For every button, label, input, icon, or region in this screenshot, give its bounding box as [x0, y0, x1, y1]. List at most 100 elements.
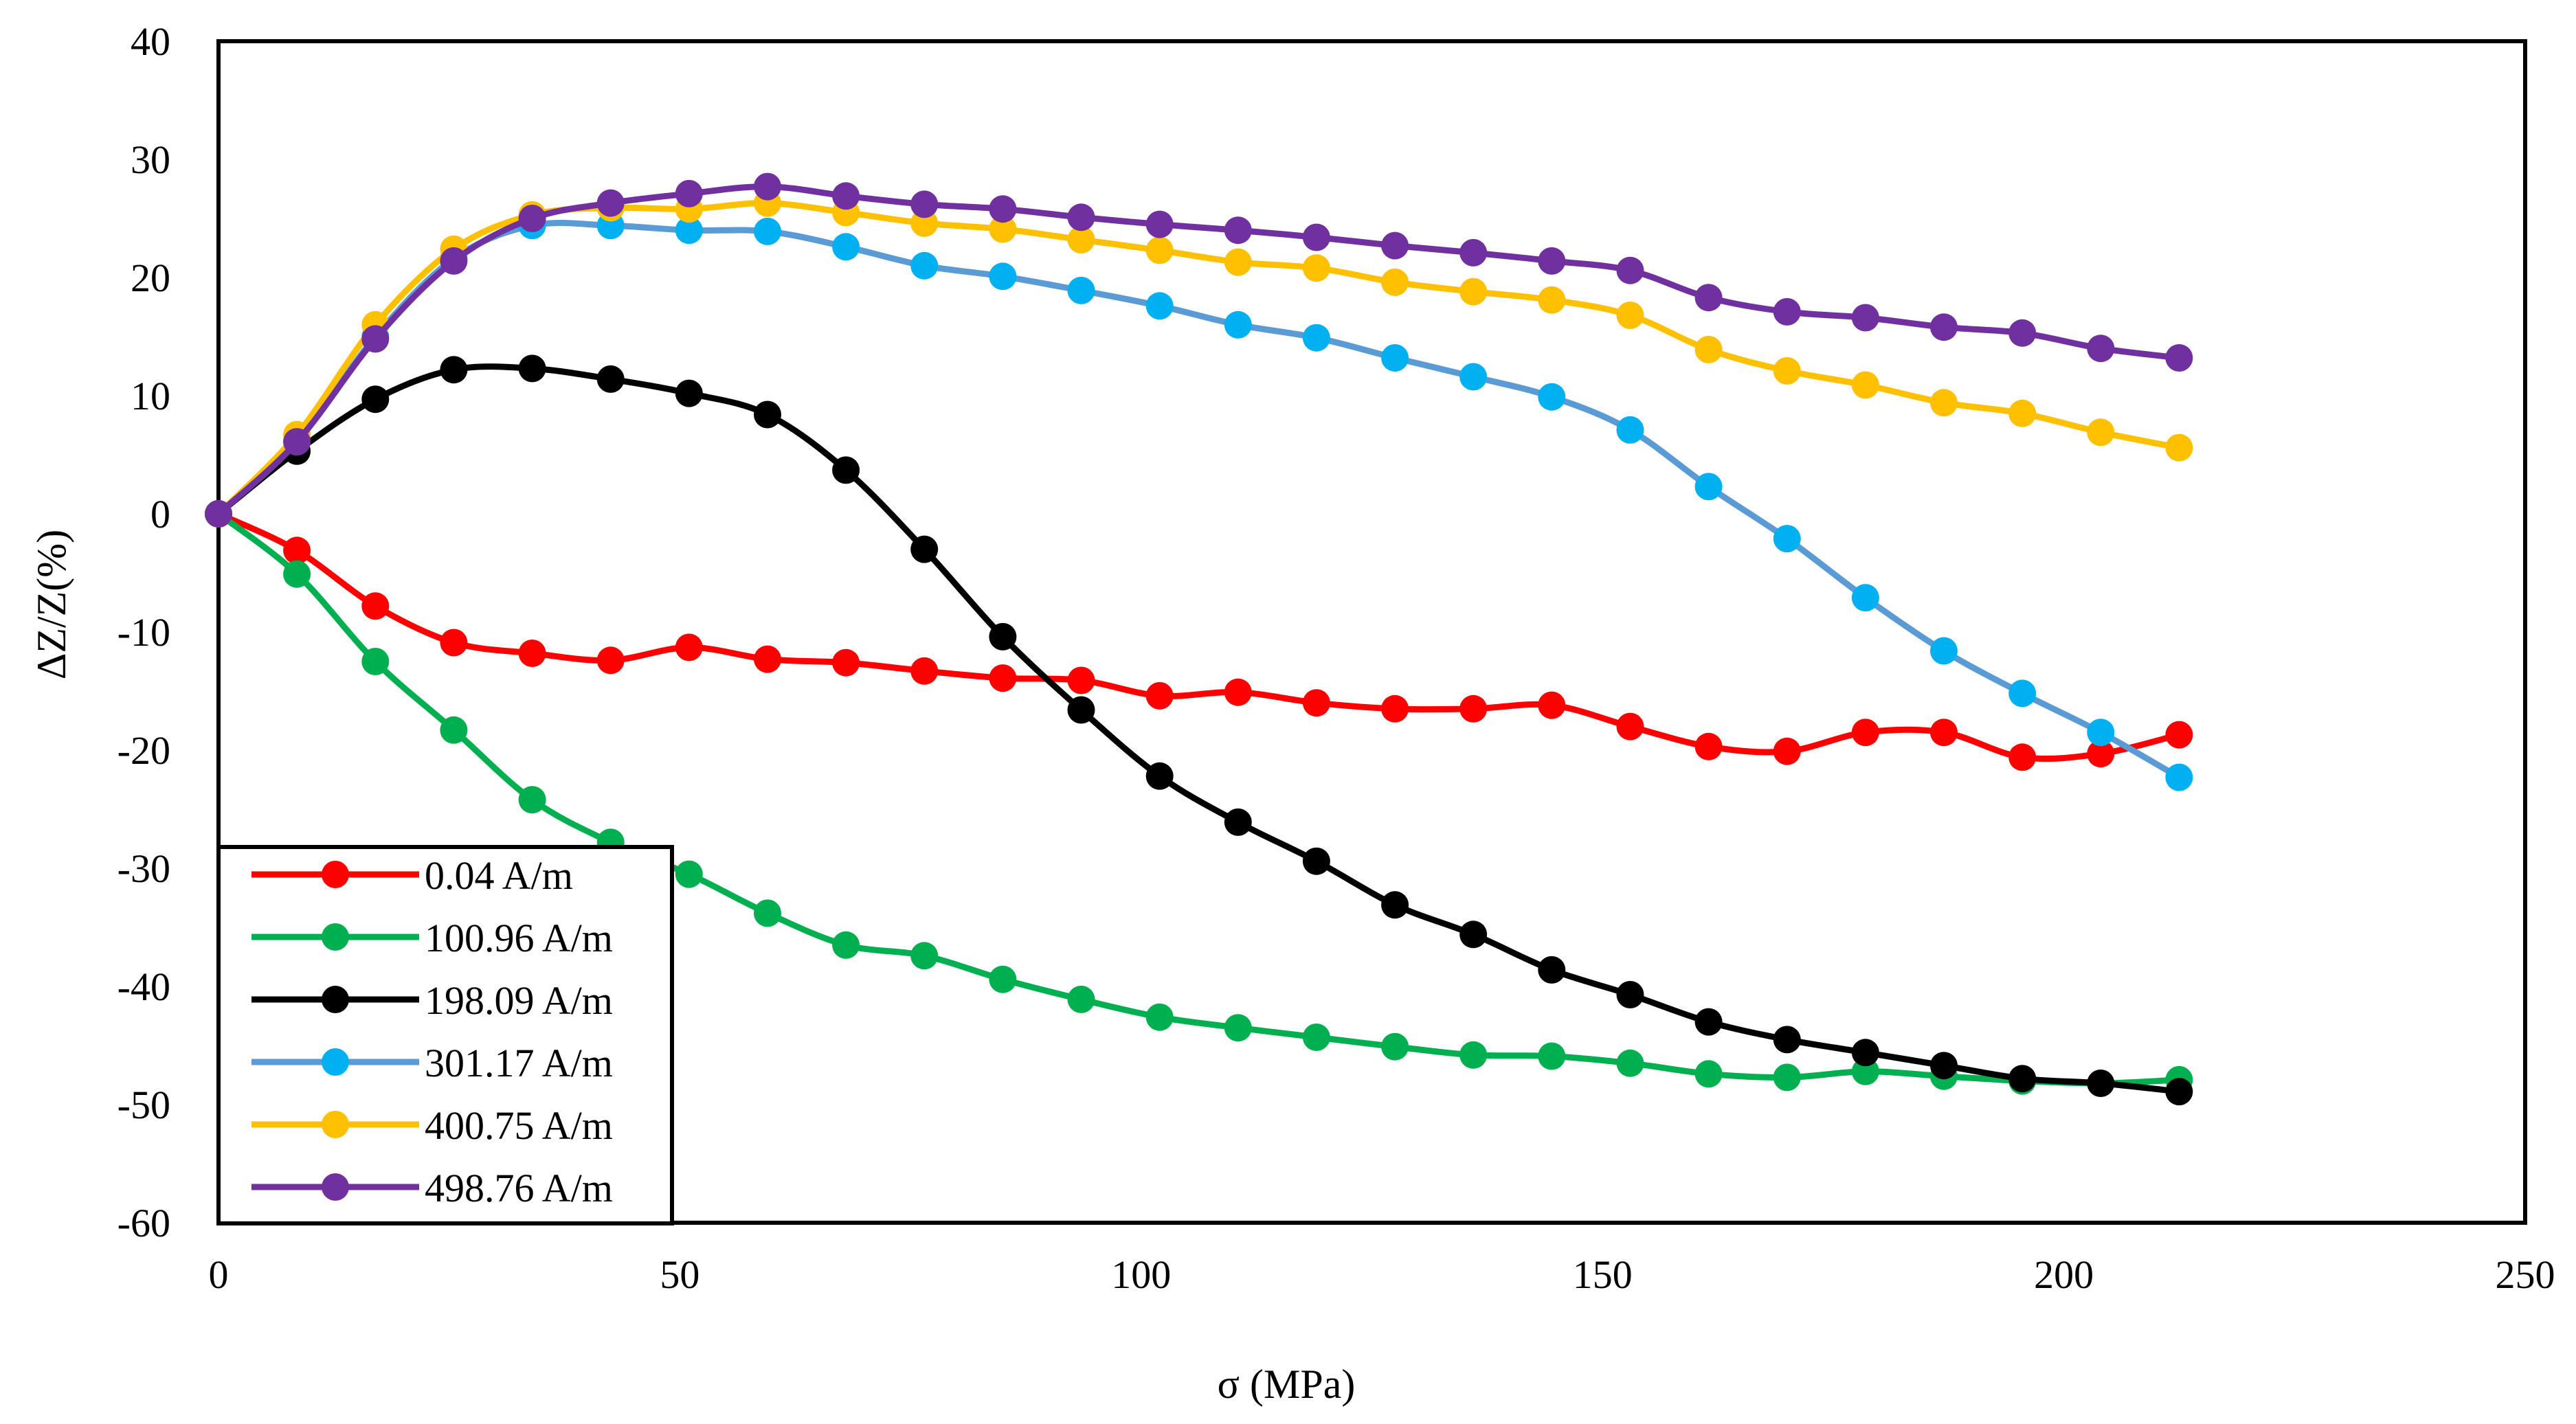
- data-point: [2008, 1065, 2037, 1093]
- x-tick-label: 0: [209, 1252, 229, 1297]
- data-point: [1773, 525, 1801, 553]
- data-point: [1145, 762, 1174, 790]
- data-point: [1851, 371, 1879, 399]
- data-point: [1145, 1003, 1174, 1031]
- series-5: [205, 189, 2193, 528]
- series-1: [205, 500, 2193, 771]
- legend-marker: [322, 986, 349, 1013]
- data-point: [910, 251, 939, 280]
- data-point: [1930, 389, 1958, 417]
- data-point: [675, 216, 703, 245]
- y-tick-label: 10: [131, 374, 170, 418]
- x-tick-label: 50: [660, 1252, 699, 1297]
- y-tick-label: 20: [131, 256, 170, 300]
- data-point: [1067, 985, 1095, 1013]
- x-tick-label: 250: [2496, 1252, 2555, 1297]
- y-tick-label: 40: [131, 19, 170, 64]
- legend-item: 198.09 A/m: [251, 978, 613, 1023]
- legend-marker: [322, 1111, 349, 1138]
- data-point: [832, 456, 860, 484]
- data-point: [1773, 1026, 1801, 1054]
- data-point: [1694, 1060, 1723, 1088]
- data-point: [1302, 324, 1330, 352]
- data-point: [361, 325, 390, 353]
- data-point: [1930, 313, 1958, 341]
- data-point: [754, 217, 781, 245]
- data-point: [596, 646, 625, 675]
- data-point: [1381, 694, 1409, 723]
- data-point: [989, 965, 1017, 993]
- data-point: [910, 657, 939, 685]
- data-point: [1302, 223, 1330, 251]
- data-point: [1930, 637, 1958, 665]
- data-point: [989, 622, 1017, 651]
- y-tick-label: 30: [131, 137, 170, 182]
- data-point: [2087, 740, 2115, 768]
- data-point: [1616, 712, 1644, 741]
- data-point: [910, 942, 939, 970]
- data-point: [361, 385, 390, 414]
- legend-item: 400.75 A/m: [251, 1103, 613, 1148]
- data-point: [1694, 732, 1723, 760]
- data-point: [596, 189, 625, 217]
- data-point: [1224, 1014, 1252, 1042]
- data-point: [518, 354, 546, 383]
- data-point: [1694, 1008, 1723, 1036]
- legend-label: 100.96 A/m: [425, 916, 613, 960]
- data-point: [283, 560, 311, 588]
- data-point: [1145, 236, 1174, 264]
- data-point: [1224, 216, 1252, 245]
- legend-label: 498.76 A/m: [425, 1166, 613, 1210]
- series-6: [205, 172, 2193, 528]
- data-point: [1773, 297, 1801, 326]
- data-point: [1538, 286, 1566, 314]
- series-line: [215, 183, 2182, 517]
- data-point: [1302, 847, 1330, 875]
- data-point: [2087, 418, 2115, 447]
- data-point: [1302, 689, 1330, 717]
- legend: 0.04 A/m 100.96 A/m 198.09 A/m 301.17 A/m 40…: [216, 845, 674, 1225]
- data-point: [440, 247, 468, 275]
- series-line: [215, 510, 2182, 762]
- y-tick-label: -20: [117, 728, 170, 773]
- data-point: [1459, 238, 1488, 267]
- data-point: [1067, 666, 1095, 694]
- data-point: [283, 428, 311, 456]
- data-point: [1459, 363, 1488, 391]
- data-point: [1616, 1049, 1644, 1077]
- data-point: [832, 233, 860, 261]
- data-point: [754, 172, 781, 201]
- data-point: [2008, 743, 2037, 771]
- data-point: [832, 182, 860, 210]
- x-axis-label: σ (MPa): [1218, 1361, 1356, 1407]
- y-axis-ticks: -60 -50 -40 -30 -20 -10 0 10 20 30 40: [117, 19, 170, 1245]
- data-point: [440, 356, 468, 384]
- data-point: [754, 400, 781, 429]
- data-point: [2008, 319, 2037, 347]
- data-point: [1067, 203, 1095, 231]
- data-point: [2165, 433, 2193, 462]
- data-point: [1694, 335, 1723, 363]
- legend-label: 400.75 A/m: [425, 1103, 613, 1148]
- data-point: [1381, 1032, 1409, 1061]
- data-point: [1851, 719, 1879, 747]
- data-point: [361, 592, 390, 620]
- data-point: [2008, 679, 2037, 708]
- data-point: [675, 633, 703, 662]
- data-point: [1224, 678, 1252, 706]
- series-3: [205, 354, 2193, 1106]
- data-point: [2087, 719, 2115, 747]
- legend-item: 0.04 A/m: [251, 853, 573, 898]
- series-line: [215, 200, 2182, 517]
- data-point: [1459, 694, 1488, 723]
- legend-box: [216, 845, 674, 1225]
- data-point: [2087, 335, 2115, 363]
- data-point: [205, 500, 232, 528]
- data-point: [1773, 737, 1801, 765]
- data-point: [1616, 256, 1644, 284]
- data-point: [1616, 302, 1644, 329]
- data-point: [1067, 276, 1095, 304]
- data-point: [1538, 691, 1566, 719]
- data-point: [2165, 721, 2193, 749]
- legend-marker: [322, 861, 349, 888]
